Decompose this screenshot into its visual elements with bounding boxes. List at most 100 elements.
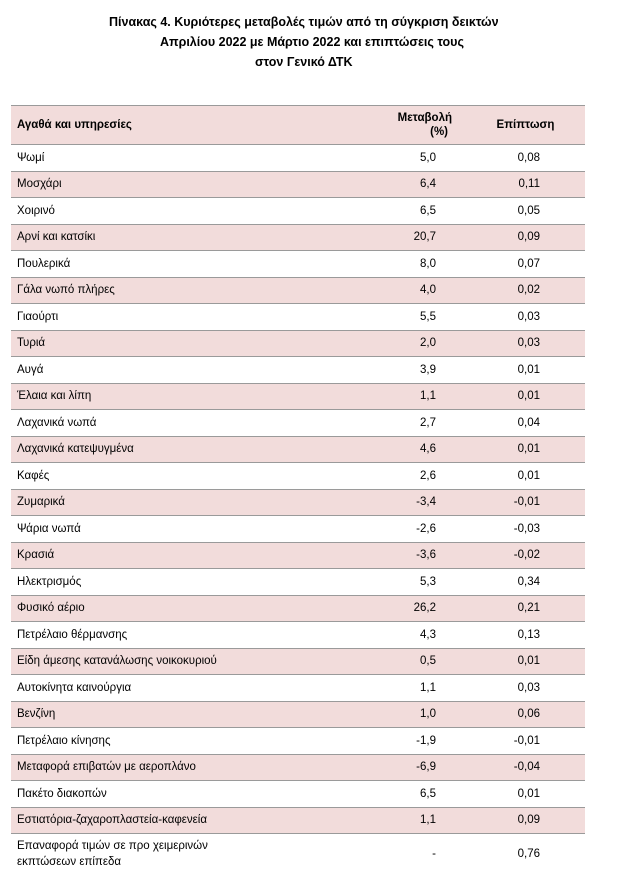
cell-impact: 0,13 (466, 622, 585, 649)
header-item: Αγαθά και υπηρεσίες (11, 106, 376, 145)
cell-change: 6,5 (376, 781, 466, 808)
cell-change: -1,9 (376, 728, 466, 755)
cell-impact: -0,04 (466, 754, 585, 781)
cell-item: Πακέτο διακοπών (11, 781, 376, 808)
cell-impact: -0,03 (466, 516, 585, 543)
table-title: Πίνακας 4. Κυριότερες μεταβολές τιμών απ… (0, 12, 635, 72)
cell-item: Πετρέλαιο θέρμανσης (11, 622, 376, 649)
header-change-line2: (%) (430, 126, 452, 138)
cell-impact: 0,01 (466, 648, 585, 675)
cell-item: Ψωμί (11, 145, 376, 172)
cell-item: Μοσχάρι (11, 171, 376, 198)
cell-impact: 0,01 (466, 781, 585, 808)
cell-impact: 0,03 (466, 304, 585, 331)
cell-item: Πουλερικά (11, 251, 376, 278)
cell-change: 4,0 (376, 277, 466, 304)
cell-change: - (376, 834, 466, 874)
cell-impact: 0,03 (466, 330, 585, 357)
cell-change: -6,9 (376, 754, 466, 781)
table-row: Κρασιά-3,6-0,02 (11, 542, 585, 569)
cell-change: 20,7 (376, 224, 466, 251)
cell-change: 8,0 (376, 251, 466, 278)
header-change: Μεταβολή (%) (376, 106, 466, 145)
table-row: Ψάρια νωπά-2,6-0,03 (11, 516, 585, 543)
cell-item: Πετρέλαιο κίνησης (11, 728, 376, 755)
cell-change: 1,1 (376, 675, 466, 702)
cell-item: Μεταφορά επιβατών με αεροπλάνο (11, 754, 376, 781)
cell-item-line1: Επαναφορά τιμών σε προ χειμερινών (17, 840, 208, 852)
cell-item: Επαναφορά τιμών σε προ χειμερινών εκπτώσε… (11, 834, 376, 874)
cell-item: Φυσικό αέριο (11, 595, 376, 622)
cell-change: -2,6 (376, 516, 466, 543)
title-line-2: Απριλίου 2022 με Μάρτιο 2022 και επιπτώσ… (160, 32, 635, 52)
cell-impact: 0,03 (466, 675, 585, 702)
cell-item: Γάλα νωπό πλήρες (11, 277, 376, 304)
cell-item: Γιαούρτι (11, 304, 376, 331)
cell-change: -3,4 (376, 489, 466, 516)
cell-impact: 0,21 (466, 595, 585, 622)
cell-item: Ψάρια νωπά (11, 516, 376, 543)
cell-change: 2,7 (376, 410, 466, 437)
cell-item: Αρνί και κατσίκι (11, 224, 376, 251)
cell-item: Χοιρινό (11, 198, 376, 225)
cell-impact: -0,01 (466, 728, 585, 755)
title-line-3: στον Γενικό ΔΤΚ (255, 52, 635, 72)
cell-change: 5,5 (376, 304, 466, 331)
table-row-last: Επαναφορά τιμών σε προ χειμερινών εκπτώσε… (11, 834, 585, 874)
table-row: Μεταφορά επιβατών με αεροπλάνο-6,9-0,04 (11, 754, 585, 781)
cell-change: 3,9 (376, 357, 466, 384)
cell-impact: 0,08 (466, 145, 585, 172)
cell-change: 5,3 (376, 569, 466, 596)
header-impact: Επίπτωση (466, 106, 585, 145)
table-header-row: Αγαθά και υπηρεσίες Μεταβολή (%) Επίπτωσ… (11, 106, 585, 145)
cell-impact: 0,04 (466, 410, 585, 437)
cell-impact: 0,11 (466, 171, 585, 198)
price-changes-table: Αγαθά και υπηρεσίες Μεταβολή (%) Επίπτωσ… (11, 105, 585, 874)
cell-impact: 0,02 (466, 277, 585, 304)
title-line-1: Πίνακας 4. Κυριότερες μεταβολές τιμών απ… (109, 12, 635, 32)
cell-change: 6,4 (376, 171, 466, 198)
cell-item: Λαχανικά νωπά (11, 410, 376, 437)
cell-item: Αυγά (11, 357, 376, 384)
cell-impact: -0,01 (466, 489, 585, 516)
cell-change: 1,1 (376, 807, 466, 834)
cell-impact: -0,02 (466, 542, 585, 569)
cell-item-line2: εκπτώσεων επίπεδα (17, 856, 121, 868)
cell-change: 1,0 (376, 701, 466, 728)
cell-change: 4,3 (376, 622, 466, 649)
cell-change: 26,2 (376, 595, 466, 622)
cell-change: 5,0 (376, 145, 466, 172)
cell-item: Ζυμαρικά (11, 489, 376, 516)
cell-item: Ηλεκτρισμός (11, 569, 376, 596)
cell-change: -3,6 (376, 542, 466, 569)
cell-impact: 0,34 (466, 569, 585, 596)
cell-impact: 0,09 (466, 807, 585, 834)
table-row: Πετρέλαιο κίνησης-1,9-0,01 (11, 728, 585, 755)
cell-change: 0,5 (376, 648, 466, 675)
cell-item: Κρασιά (11, 542, 376, 569)
cell-change: 6,5 (376, 198, 466, 225)
cell-impact: 0,07 (466, 251, 585, 278)
cell-item: Αυτοκίνητα καινούργια (11, 675, 376, 702)
table-row: Ζυμαρικά-3,4-0,01 (11, 489, 585, 516)
cell-impact: 0,01 (466, 436, 585, 463)
